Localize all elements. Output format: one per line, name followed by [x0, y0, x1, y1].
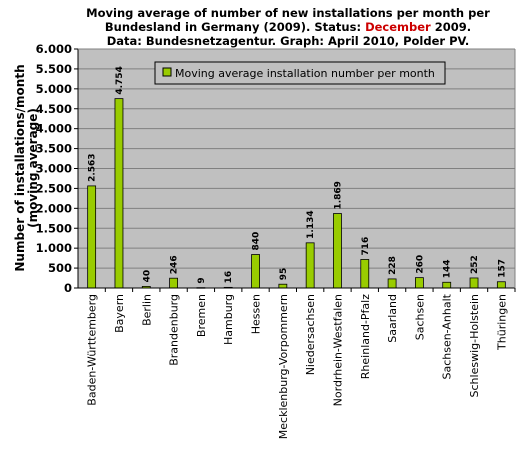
x-tick-label: Mecklenburg-Vorpommern: [277, 294, 290, 439]
x-tick-label: Schleswig-Holstein: [468, 294, 481, 397]
y-axis-title-line-1: Number of installations/month: [13, 64, 27, 271]
x-tick-label: Nordrhein-Westfalen: [331, 294, 344, 406]
data-label: 40: [142, 270, 152, 283]
data-label: 4.754: [115, 66, 125, 94]
axes: [77, 48, 516, 289]
bar: [251, 254, 260, 289]
bar: [169, 277, 178, 289]
bar: [442, 281, 452, 289]
y-tick-label: 1.500: [36, 221, 72, 235]
y-tick-label: 2.000: [36, 201, 72, 215]
x-tick-label: Hamburg: [222, 294, 235, 345]
y-tick-label: 4.500: [36, 102, 72, 116]
data-label: 246: [170, 255, 180, 274]
title-line-2-end: 2009.: [431, 20, 471, 34]
x-tick-label: Rheinland-Pfalz: [359, 294, 372, 379]
legend-label: Moving average installation number per m…: [175, 67, 435, 80]
bar: [387, 278, 397, 289]
data-label: 252: [470, 255, 480, 274]
y-axis-title: Number of installations/month (moving av…: [13, 64, 40, 271]
title-line-2: Bundesland in Germany (2009). Status: De…: [105, 20, 471, 34]
data-label: 716: [361, 237, 371, 256]
x-tick-label: Berlin: [140, 294, 153, 326]
bar: [360, 259, 370, 289]
bar: [87, 185, 97, 289]
data-label: 16: [224, 271, 234, 284]
x-tick-label: Sachsen: [413, 294, 426, 340]
bars: [87, 98, 506, 289]
bar: [114, 98, 124, 289]
data-label: 95: [279, 268, 289, 281]
y-tick-label: 4.000: [36, 122, 72, 136]
data-label: 157: [497, 259, 507, 278]
data-label: 1.869: [333, 181, 343, 209]
title-line-2-start: Bundesland in Germany (2009). Status:: [105, 20, 365, 34]
bar: [278, 283, 288, 289]
y-tick-label: 3.000: [36, 162, 72, 176]
bar: [415, 277, 424, 289]
bar: [469, 277, 479, 289]
legend-swatch: [162, 67, 172, 77]
x-tick-label: Bremen: [195, 294, 208, 337]
y-tick-label: 1.000: [36, 241, 72, 255]
y-axis-ticks: 0 500 1.000 1.500 2.000 2.500 3.000 3.500 4.000 4…: [36, 42, 78, 295]
legend: Moving average installation number per m…: [154, 61, 446, 85]
data-label: 9: [197, 277, 207, 283]
x-tick-label: Saarland: [386, 294, 399, 343]
title-line-3: Data: Bundesnetzagentur. Graph: April 20…: [107, 34, 470, 48]
x-tick-label: Hessen: [250, 294, 263, 334]
x-tick-label: Sachsen-Anhalt: [441, 293, 454, 379]
data-label: 228: [388, 256, 398, 275]
y-tick-label: 6.000: [36, 42, 72, 56]
y-axis-title-line-2: (moving average): [26, 108, 40, 228]
x-tick-label: Niedersachsen: [304, 294, 317, 375]
data-labels: 2.563 4.754 40 246 9 16 840 95 1.134 1.869 716 228 2…: [88, 66, 508, 283]
data-label: 1.134: [306, 210, 316, 238]
bar: [496, 281, 506, 289]
x-tick-label: Bayern: [113, 294, 126, 333]
chart-title: Moving average of number of new installa…: [86, 6, 490, 48]
y-tick-label: 0: [64, 281, 72, 295]
x-axis-ticks: Baden-Württemberg Bayern Berlin Brandenburg…: [86, 288, 516, 439]
title-line-1: Moving average of number of new installa…: [86, 6, 490, 20]
data-label: 260: [415, 255, 425, 274]
data-label: 144: [443, 259, 453, 278]
x-tick-label: Thüringen: [495, 294, 508, 351]
legend-box: [154, 61, 446, 85]
title-status-month: December: [365, 20, 431, 34]
bar: [305, 242, 315, 289]
y-tick-label: 5.000: [36, 82, 72, 96]
y-tick-label: 5.500: [36, 62, 72, 76]
y-tick-label: 500: [48, 261, 72, 275]
data-label: 2.563: [88, 153, 98, 181]
y-tick-label: 3.500: [36, 142, 72, 156]
x-tick-label: Brandenburg: [168, 294, 181, 366]
y-tick-label: 2.500: [36, 181, 72, 195]
data-label: 840: [252, 232, 262, 251]
bar: [333, 213, 342, 289]
x-tick-label: Baden-Württemberg: [86, 294, 99, 406]
